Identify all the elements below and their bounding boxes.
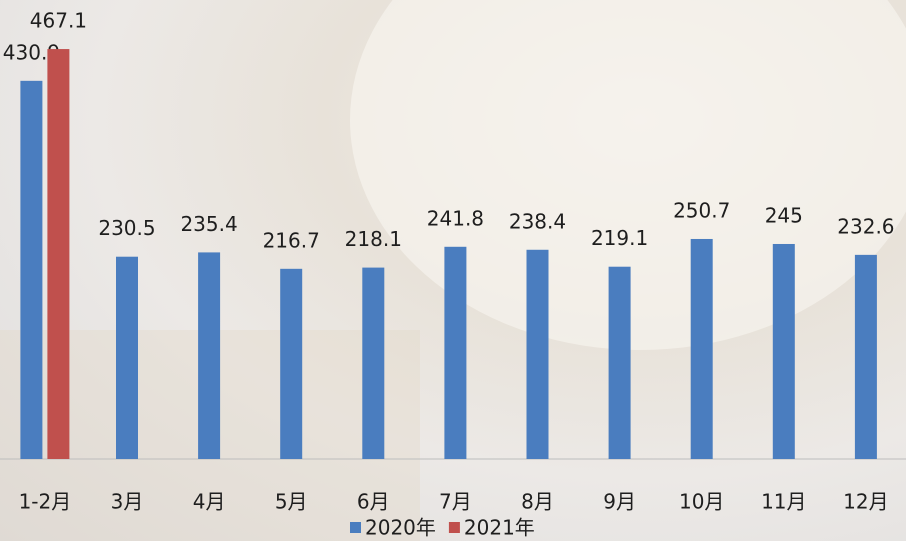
data-label: 241.8	[427, 206, 484, 230]
legend-label: 2021年	[464, 516, 535, 540]
bar	[362, 268, 384, 459]
data-label: 218.1	[345, 227, 402, 251]
data-label: 216.7	[263, 228, 320, 252]
x-tick-label: 5月	[275, 490, 308, 514]
bar	[773, 244, 795, 459]
chart: 430.9467.11-2月230.53月235.44月216.75月218.1…	[0, 0, 906, 541]
bar	[116, 257, 138, 459]
x-tick-label: 6月	[357, 490, 390, 514]
x-tick-label: 7月	[439, 490, 472, 514]
x-tick-label: 11月	[761, 490, 806, 514]
legend-label: 2020年	[365, 516, 436, 540]
x-tick-label: 10月	[679, 490, 724, 514]
x-tick-label: 9月	[603, 490, 636, 514]
chart-container: 430.9467.11-2月230.53月235.44月216.75月218.1…	[0, 0, 906, 541]
bar	[527, 250, 549, 459]
bar	[609, 267, 631, 459]
data-label: 230.5	[98, 216, 155, 240]
data-label: 238.4	[509, 209, 566, 233]
bar	[855, 255, 877, 459]
x-tick-label: 4月	[193, 490, 226, 514]
legend-swatch	[449, 522, 460, 533]
data-label: 467.1	[30, 9, 87, 33]
bar	[20, 81, 42, 459]
data-label: 232.6	[837, 214, 894, 238]
x-tick-label: 3月	[111, 490, 144, 514]
x-tick-label: 12月	[843, 490, 888, 514]
bar	[444, 247, 466, 459]
legend-swatch	[350, 522, 361, 533]
data-label: 245	[765, 203, 803, 227]
data-label: 219.1	[591, 226, 648, 250]
x-tick-label: 8月	[521, 490, 554, 514]
bar	[280, 269, 302, 459]
data-label: 235.4	[180, 212, 237, 236]
x-tick-label: 1-2月	[19, 490, 72, 514]
bar	[198, 252, 220, 459]
data-label: 250.7	[673, 198, 730, 222]
bar	[47, 49, 69, 459]
bar	[691, 239, 713, 459]
